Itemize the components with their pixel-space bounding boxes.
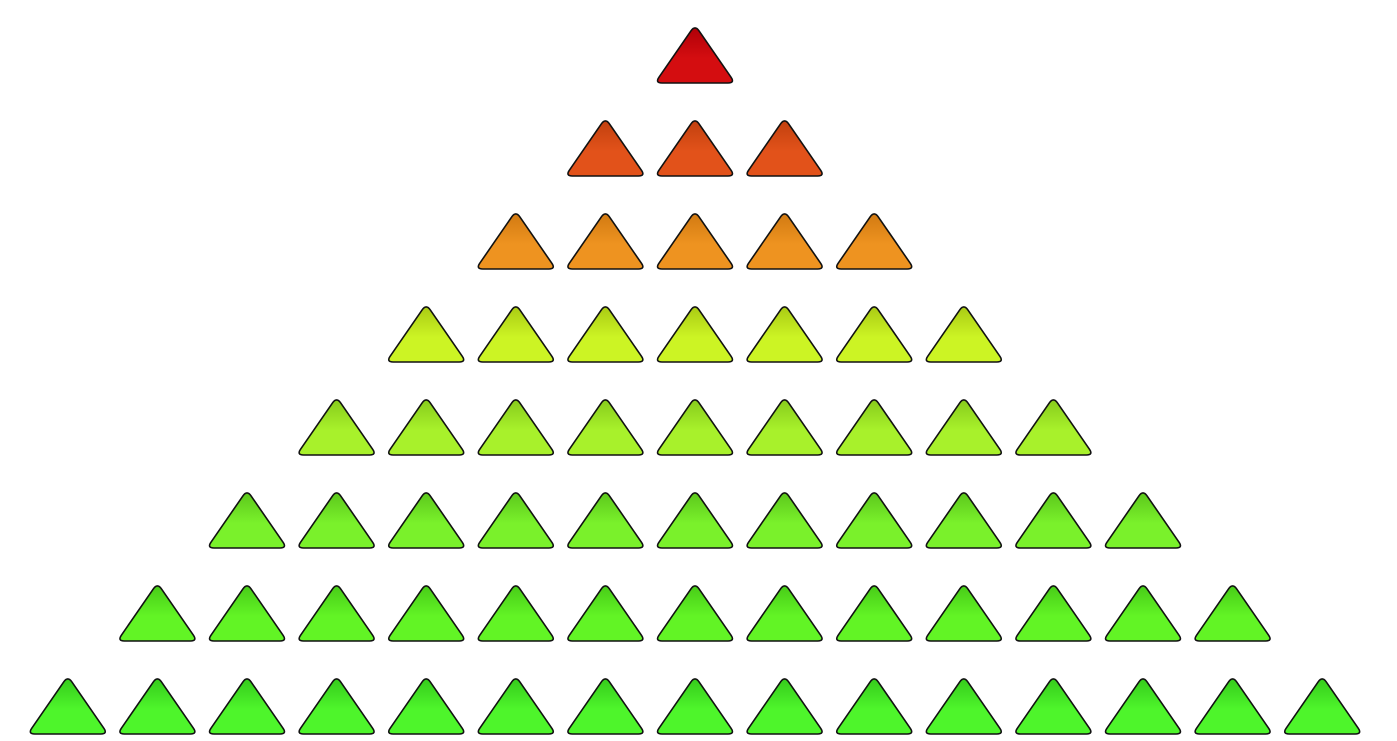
triangle-icon [656, 678, 734, 735]
pyramid-row-1 [656, 27, 734, 84]
triangle-icon [387, 585, 465, 642]
triangle-icon [925, 678, 1003, 735]
pyramid-row-7 [119, 585, 1271, 642]
triangle-icon [835, 213, 913, 270]
triangle-icon [746, 492, 823, 549]
triangle-icon [656, 492, 734, 549]
triangle-icon [1015, 399, 1092, 456]
triangle-icon [1104, 678, 1182, 735]
triangle-icon [208, 492, 286, 549]
triangle-icon [119, 585, 196, 642]
triangle-icon [477, 399, 555, 456]
triangle-icon [477, 678, 555, 735]
pyramid-row-8 [29, 678, 1361, 735]
triangle-icon [387, 678, 465, 735]
triangle-icon [298, 399, 375, 456]
triangle-icon [29, 678, 107, 735]
pyramid-row-5 [298, 399, 1092, 456]
triangle-icon [567, 120, 644, 177]
triangle-icon [567, 492, 644, 549]
triangle-icon [835, 678, 913, 735]
triangle-icon [477, 306, 555, 363]
triangle-icon [567, 306, 644, 363]
triangle-icon [656, 120, 734, 177]
triangle-icon [746, 213, 823, 270]
triangle-icon [1194, 678, 1271, 735]
triangle-icon [656, 27, 734, 84]
triangle-icon [477, 492, 555, 549]
triangle-icon [656, 306, 734, 363]
triangle-icon [119, 678, 196, 735]
triangle-icon [656, 585, 734, 642]
triangle-icon [656, 213, 734, 270]
triangle-icon [1015, 492, 1092, 549]
triangle-icon [567, 399, 644, 456]
triangle-icon [925, 306, 1003, 363]
triangle-icon [567, 678, 644, 735]
triangle-icon [835, 492, 913, 549]
triangle-icon [925, 585, 1003, 642]
triangle-icon [1104, 585, 1182, 642]
triangle-icon [387, 306, 465, 363]
pyramid-row-2 [567, 120, 823, 177]
triangle-icon [298, 678, 375, 735]
triangle-icon [298, 492, 375, 549]
triangle-icon [567, 585, 644, 642]
triangle-icon [746, 120, 823, 177]
triangle-icon [925, 492, 1003, 549]
pyramid-row-4 [387, 306, 1003, 363]
triangle-icon [835, 306, 913, 363]
triangle-icon [925, 399, 1003, 456]
triangle-icon [835, 399, 913, 456]
triangle-icon [656, 399, 734, 456]
triangle-icon [835, 585, 913, 642]
triangle-icon [746, 399, 823, 456]
triangle-icon [208, 678, 286, 735]
triangle-icon [1104, 492, 1182, 549]
triangle-icon [1194, 585, 1271, 642]
pyramid-row-3 [477, 213, 913, 270]
triangle-icon [387, 492, 465, 549]
pyramid-row-6 [208, 492, 1182, 549]
triangle-icon [298, 585, 375, 642]
triangle-icon [477, 213, 555, 270]
triangle-icon [1015, 585, 1092, 642]
triangle-icon [477, 585, 555, 642]
pyramid-rows [29, 27, 1361, 735]
triangle-icon [208, 585, 286, 642]
triangle-icon [387, 399, 465, 456]
triangle-icon [746, 585, 823, 642]
triangle-icon [567, 213, 644, 270]
triangle-icon [746, 306, 823, 363]
triangle-icon [1015, 678, 1092, 735]
triangle-icon [1283, 678, 1361, 735]
triangle-icon [746, 678, 823, 735]
